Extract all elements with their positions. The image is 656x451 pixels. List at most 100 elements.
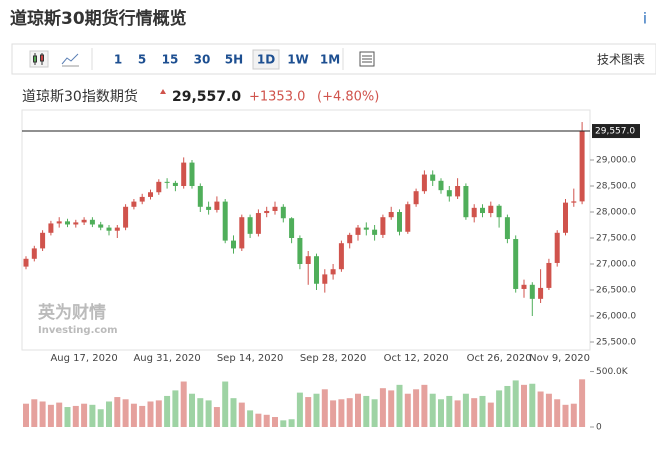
candle-body [156, 181, 162, 193]
candle-body [98, 224, 104, 228]
candle-body [314, 256, 319, 284]
volume-bar [462, 393, 469, 427]
volume-bar [570, 403, 577, 427]
volume-bar [280, 420, 287, 427]
plot-frame [21, 109, 591, 351]
candle-body [397, 212, 402, 232]
candle-body [421, 174, 427, 192]
volume-bar [355, 393, 361, 427]
candle-body [189, 162, 195, 186]
candle-body [380, 217, 386, 235]
y-tick-label: 26,000.0 [596, 312, 636, 322]
volume-bar [471, 398, 478, 427]
volume-bar [130, 403, 137, 427]
candle-body [546, 262, 552, 288]
candle-body [89, 219, 95, 225]
candle-body [529, 284, 535, 299]
volume-bar [537, 391, 544, 427]
volume-bar [172, 390, 179, 427]
interval-button[interactable]: 5 [138, 53, 146, 67]
candle-body [255, 213, 261, 234]
up-arrow [160, 89, 166, 94]
volume-bar [371, 399, 378, 427]
volume-bar [321, 389, 328, 427]
volume-bar [197, 398, 204, 427]
volume-bar [255, 413, 262, 427]
candle-body [206, 206, 212, 210]
candle-body [172, 182, 178, 186]
volume-bar [106, 401, 112, 427]
candle-body [131, 201, 137, 207]
candle-body [363, 227, 369, 230]
candle-body [123, 206, 129, 228]
technical-chart-link[interactable]: 技术图表 [597, 53, 645, 67]
candle-body [239, 217, 245, 249]
interval-button[interactable]: 1 [114, 53, 122, 67]
volume-bar [288, 419, 295, 427]
candle-body [214, 201, 220, 210]
candle-body [446, 190, 452, 197]
x-tick-label: Oct 12, 2020 [384, 353, 449, 364]
candle-body [538, 287, 544, 299]
candle-body [197, 186, 203, 207]
candle-body [388, 212, 394, 218]
volume-bar [97, 409, 104, 427]
candle-body [372, 229, 378, 235]
volume-bar [330, 400, 337, 427]
candle-body [413, 191, 419, 205]
interval-button[interactable]: 1W [287, 53, 309, 67]
candle-body [563, 202, 568, 233]
y-tick-label: 28,000.0 [596, 208, 636, 218]
candle-body [554, 232, 560, 263]
candle-body [114, 227, 120, 231]
volume-bar [205, 400, 212, 427]
volume-bar [404, 393, 411, 427]
volume-bar [438, 399, 444, 427]
candle-body [571, 201, 577, 203]
interval-button[interactable]: 1M [320, 53, 340, 67]
candle-body [297, 238, 303, 264]
candle-body [148, 192, 153, 197]
volume-bar [512, 380, 519, 427]
candle-body [322, 274, 328, 284]
volume-bar [305, 397, 312, 427]
candle-body [23, 258, 29, 267]
candle-body [405, 204, 411, 232]
vol-tick-label: 0 [596, 423, 602, 433]
interval-button[interactable]: 5H [225, 53, 243, 67]
candle-body [81, 219, 87, 223]
quote-name: 道琼斯30指数期货 [22, 88, 138, 105]
info-icon[interactable]: i [643, 10, 647, 28]
volume-bar [529, 383, 536, 427]
volume-bar [122, 399, 129, 427]
table-icon[interactable] [359, 51, 375, 67]
candle-body [181, 162, 187, 186]
candle-body [438, 180, 444, 191]
volume-bar [139, 405, 146, 427]
candle-body [56, 221, 62, 224]
interval-button[interactable]: 15 [162, 53, 179, 67]
volume-bar [47, 404, 54, 427]
volume-bar [396, 384, 403, 427]
volume-bar [504, 385, 511, 427]
interval-button[interactable]: 1D [257, 53, 275, 67]
candle-body [504, 217, 510, 240]
line-icon[interactable] [61, 53, 79, 67]
volume-bar [230, 398, 237, 427]
x-tick-label: Aug 17, 2020 [50, 353, 117, 364]
volume-bar [213, 407, 220, 427]
volume-bar [272, 417, 278, 427]
volume-bar [379, 388, 386, 427]
candle-body [480, 207, 485, 214]
volume-bar [155, 400, 162, 427]
candle-body [305, 256, 311, 264]
interval-button[interactable]: 30 [194, 53, 211, 67]
volume-bar [562, 404, 569, 427]
volume-bar [346, 398, 353, 427]
candle-body [247, 217, 253, 234]
volume-bar [521, 384, 527, 427]
volume-bar [72, 405, 79, 427]
candle-icon[interactable] [29, 50, 49, 68]
last-price-label: 29,557.0 [595, 127, 635, 137]
volume-bar [579, 379, 586, 427]
